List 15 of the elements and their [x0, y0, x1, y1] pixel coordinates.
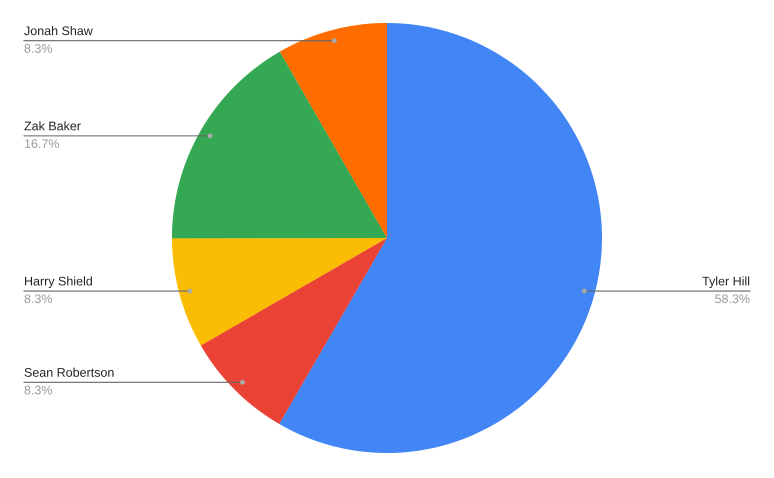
data-label: 58.3%	[715, 294, 750, 304]
data-label: 8.3%	[24, 44, 52, 53]
data-label: 8.3%	[24, 386, 52, 394]
slice-label: Jonah Shaw	[24, 26, 93, 36]
pie-slice	[172, 238, 387, 346]
pie-slice	[200, 238, 387, 424]
slice-label: Sean Robertson	[24, 368, 114, 377]
pie-slice	[279, 23, 602, 453]
slice-label: Tyler Hill	[702, 276, 750, 288]
slice-label: Zak Baker	[24, 121, 81, 130]
data-label: 8.3%	[24, 294, 52, 304]
pie-slice	[280, 23, 387, 238]
data-label: 16.7%	[24, 139, 59, 148]
slice-label: Harry Shield	[25, 276, 92, 288]
pie-slice	[172, 52, 387, 238]
